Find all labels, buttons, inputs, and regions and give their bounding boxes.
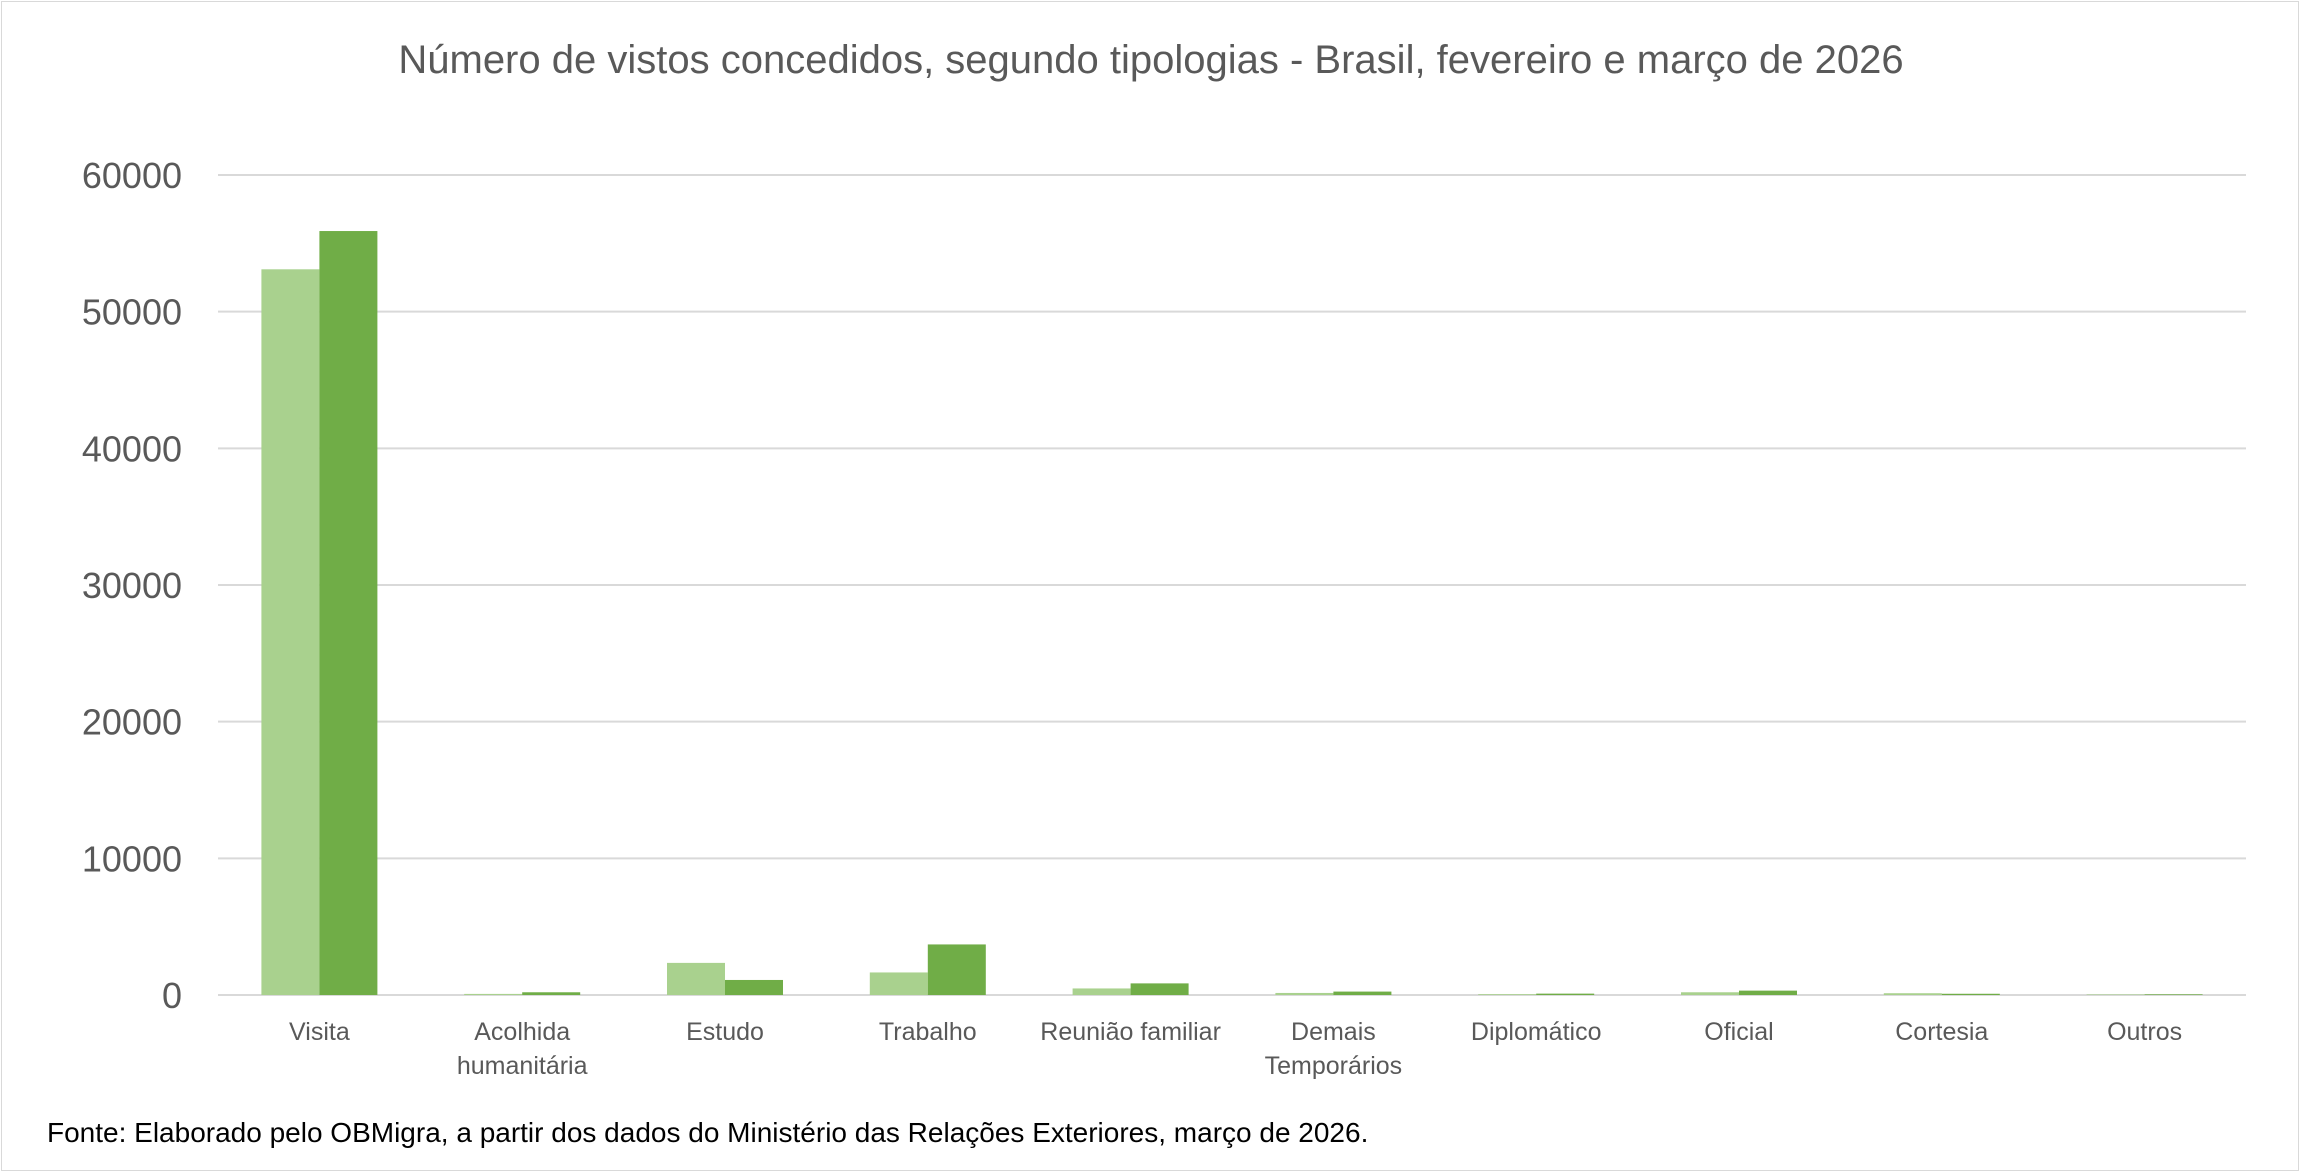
x-tick-label: Temporários (1265, 1052, 1403, 1080)
x-tick-label: Reunião familiar (1040, 1018, 1221, 1046)
x-tick-label: Oficial (1704, 1018, 1773, 1046)
y-tick-label: 60000 (82, 155, 182, 196)
y-tick-label: 40000 (82, 428, 182, 469)
x-tick-label: Acolhida (474, 1018, 570, 1046)
x-tick-label: Diplomático (1471, 1018, 1602, 1046)
y-tick-label: 20000 (82, 702, 182, 743)
bar-series-2 (2144, 994, 2203, 995)
chart-title: Número de vistos concedidos, segundo tip… (398, 38, 1904, 82)
y-tick-label: 50000 (82, 292, 182, 333)
source-note: Fonte: Elaborado pelo OBMigra, a partir … (47, 1117, 1369, 1148)
bar-series-1 (1275, 992, 1334, 995)
x-tick-label: humanitária (457, 1052, 588, 1080)
x-tick-label: Estudo (686, 1018, 764, 1046)
bar-series-1 (667, 962, 725, 995)
bar-series-2 (522, 992, 581, 995)
bar-series-2 (1536, 993, 1595, 995)
bar-series-2 (927, 944, 986, 995)
bar-series-2 (1739, 990, 1797, 995)
bar-series-2 (1333, 991, 1392, 995)
bar-series-1 (1681, 992, 1739, 995)
x-tick-label: Visita (289, 1018, 350, 1046)
x-tick-label: Outros (2107, 1018, 2182, 1046)
bar-series-1 (1883, 993, 1942, 995)
x-tick-label: Demais (1291, 1018, 1376, 1046)
bar-series-1 (1478, 994, 1537, 995)
bar-series-2 (1130, 983, 1189, 995)
y-tick-label: 30000 (82, 565, 182, 606)
bar-series-1 (464, 993, 523, 995)
x-tick-label: Trabalho (879, 1018, 977, 1046)
bar-series-2 (725, 979, 783, 995)
y-tick-label: 10000 (82, 838, 182, 879)
bar-series-2 (319, 231, 378, 996)
x-tick-label: Cortesia (1895, 1018, 1988, 1046)
bar-series-1 (1072, 988, 1131, 995)
bar-series-2 (1941, 993, 2000, 995)
bar-series-1 (261, 269, 320, 995)
bar-series-1 (869, 972, 928, 995)
bar-series-1 (2086, 994, 2145, 995)
y-tick-label: 0 (162, 975, 182, 1016)
